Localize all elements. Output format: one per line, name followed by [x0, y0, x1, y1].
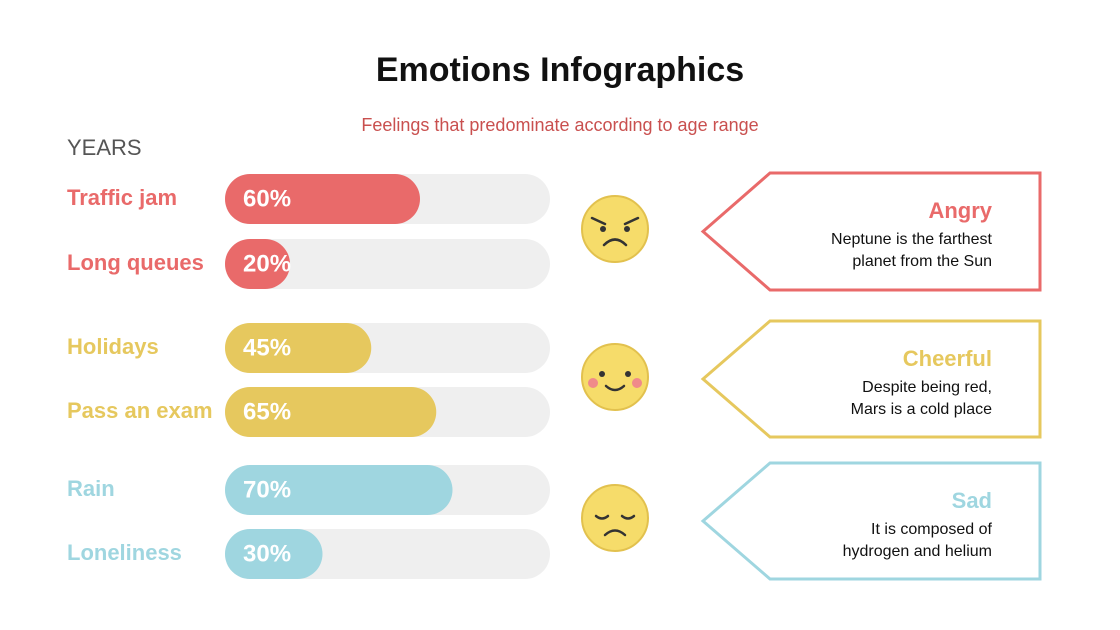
callout-box — [700, 319, 1042, 439]
callout-text: It is composed of — [871, 521, 993, 538]
category-label: Holidays — [67, 334, 159, 359]
title: Emotions Infographics — [376, 51, 744, 89]
callout-text: hydrogen and helium — [843, 543, 992, 560]
cheerful-face — [581, 343, 649, 411]
category-label: Long queues — [67, 250, 204, 275]
bar — [225, 174, 420, 224]
bar — [225, 387, 437, 437]
bar — [225, 465, 453, 515]
category-label: Pass an exam — [67, 398, 213, 423]
value-label: 30% — [243, 540, 291, 567]
category-label: Loneliness — [67, 540, 182, 565]
callout-title: Cheerful — [903, 346, 992, 371]
subtitle: Feelings that predominate according to a… — [361, 115, 758, 135]
value-label: 65% — [243, 398, 291, 425]
callout-box — [700, 171, 1042, 292]
callout-title: Sad — [952, 488, 992, 513]
value-label: 60% — [243, 185, 291, 212]
sad-face — [581, 484, 649, 552]
callout-box — [700, 461, 1042, 581]
bar — [225, 239, 290, 289]
value-label: 45% — [243, 334, 291, 361]
category-label: Traffic jam — [67, 185, 177, 210]
value-label: 70% — [243, 476, 291, 503]
bar — [225, 323, 372, 373]
callout-text: Neptune is the farthest — [831, 231, 993, 248]
category-label: Rain — [67, 476, 115, 501]
bar-track — [225, 239, 550, 289]
axis-label: YEARS — [67, 135, 142, 160]
bar — [225, 529, 323, 579]
callout-text: planet from the Sun — [852, 253, 992, 270]
value-label: 20% — [243, 250, 291, 277]
callout-title: Angry — [928, 198, 992, 223]
callout-text: Mars is a cold place — [851, 401, 992, 418]
callout-text: Despite being red, — [862, 379, 992, 396]
angry-face — [581, 195, 649, 263]
